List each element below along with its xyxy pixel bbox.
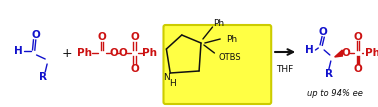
Text: O: O [353,64,362,74]
Text: O: O [109,48,118,58]
Text: H: H [305,45,314,55]
Text: Ph: Ph [77,48,92,58]
Text: R: R [325,69,333,79]
Text: Ph: Ph [226,34,237,44]
FancyBboxPatch shape [164,25,271,104]
Text: +: + [62,47,73,59]
Text: O: O [353,32,362,42]
Text: up to 94% ee: up to 94% ee [307,88,363,97]
Polygon shape [335,50,342,57]
Text: Ph: Ph [365,48,378,58]
Text: OTBS: OTBS [218,53,241,62]
Text: O: O [130,32,139,42]
Text: O: O [342,48,350,58]
Text: O: O [31,30,40,40]
Text: Ph: Ph [213,19,224,27]
Text: O: O [119,48,127,58]
Text: N: N [163,74,170,82]
Text: O: O [98,32,106,42]
Text: THF: THF [276,65,293,74]
Text: O: O [130,64,139,74]
Text: H: H [169,79,175,88]
Text: O: O [319,27,327,37]
Text: R: R [39,72,47,82]
Text: H: H [14,46,23,56]
Text: Ph: Ph [142,48,156,58]
